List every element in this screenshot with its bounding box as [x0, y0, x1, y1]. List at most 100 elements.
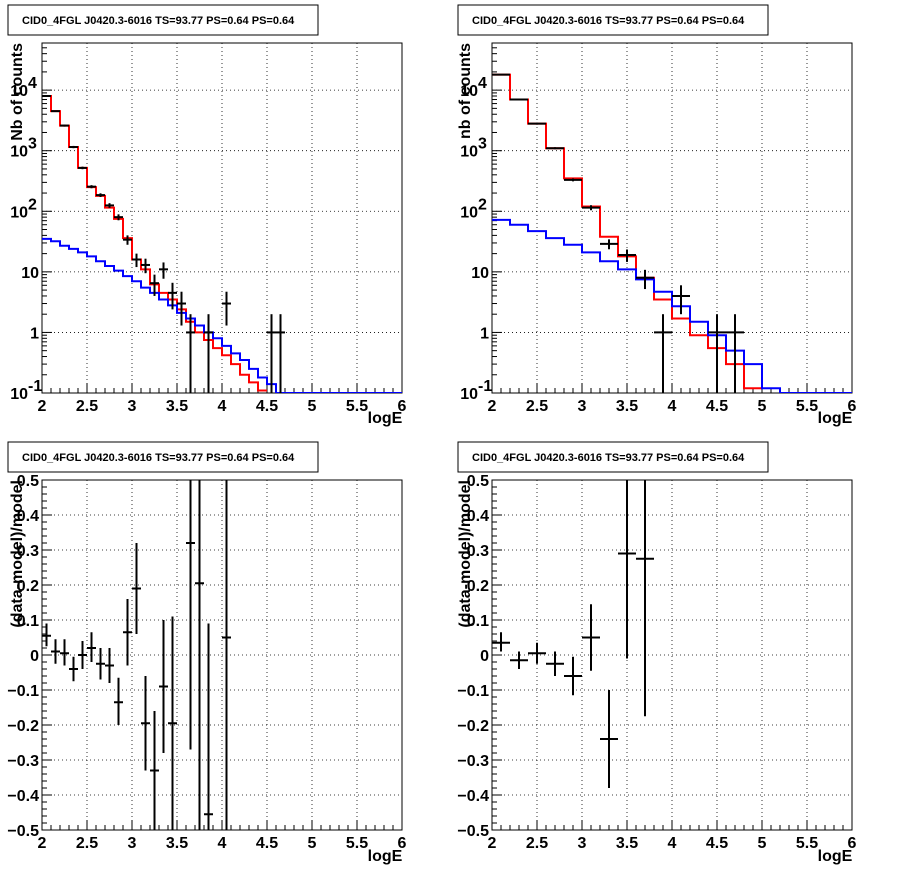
x-tick-label: 4.5	[706, 398, 728, 415]
y-tick-label: 10	[460, 386, 478, 403]
x-tick-label: 4	[668, 398, 677, 415]
data-point	[69, 145, 78, 149]
data-point	[186, 480, 195, 750]
data-point	[87, 185, 96, 189]
data-point	[60, 639, 69, 666]
title-box	[457, 4, 769, 36]
x-tick-label: 3.5	[616, 398, 638, 415]
title-box	[457, 441, 769, 473]
x-tick-label: 4.5	[706, 835, 728, 852]
y-tick-exponent: 4	[28, 75, 37, 92]
chart-title: CID0_4FGL J0420.3-6016 TS=93.77 PS=0.64 …	[22, 15, 295, 27]
y-tick-label: 0	[30, 648, 39, 665]
data-point	[87, 632, 96, 662]
x-axis-label: logE	[368, 410, 403, 427]
y-tick-exponent: 3	[28, 136, 37, 153]
y-tick-label: 1	[30, 325, 39, 342]
data-point	[78, 166, 87, 170]
y-tick-label: −0.4	[457, 788, 489, 805]
x-tick-label: 5	[758, 398, 767, 415]
x-tick-label: 4.5	[256, 835, 278, 852]
y-tick-label: 0.2	[17, 578, 39, 595]
y-tick-label: −0.3	[457, 753, 489, 770]
chart-title: CID0_4FGL J0420.3-6016 TS=93.77 PS=0.64 …	[22, 452, 295, 464]
plot-frame	[491, 42, 853, 394]
data-point	[78, 641, 87, 669]
data-point	[195, 480, 204, 830]
y-tick-label: 10	[10, 144, 28, 161]
y-tick-exponent: -1	[28, 378, 42, 395]
data-point	[141, 676, 150, 771]
x-tick-label: 4	[218, 835, 227, 852]
x-tick-label: 3.5	[166, 398, 188, 415]
y-tick-label: 10	[10, 204, 28, 221]
y-tick-label: −0.5	[457, 823, 489, 840]
x-tick-label: 6	[848, 398, 857, 415]
data-point	[123, 599, 132, 666]
y-tick-label: 10	[10, 83, 28, 100]
x-tick-label: 5	[758, 835, 767, 852]
chart-title: CID0_4FGL J0420.3-6016 TS=93.77 PS=0.64 …	[472, 452, 745, 464]
x-tick-label: 3	[578, 835, 587, 852]
x-axis-label: logE	[818, 410, 853, 427]
x-tick-label: 2.5	[76, 835, 98, 852]
data-point	[654, 314, 672, 393]
x-tick-label: 4.5	[256, 398, 278, 415]
component-model-histogram	[42, 237, 402, 393]
x-tick-label: 5.5	[346, 835, 368, 852]
x-tick-label: 5.5	[796, 398, 818, 415]
y-tick-exponent: 2	[478, 196, 487, 213]
x-tick-label: 3.5	[616, 835, 638, 852]
data-point	[708, 314, 726, 393]
y-tick-label: −0.2	[457, 718, 489, 735]
x-tick-label: 3	[128, 835, 137, 852]
data-point	[222, 480, 231, 830]
data-point	[96, 648, 105, 680]
x-tick-label: 2.5	[526, 398, 548, 415]
data-point	[528, 642, 546, 664]
x-axis-label: logE	[368, 848, 403, 865]
data-point	[267, 314, 276, 393]
data-point	[600, 690, 618, 788]
x-tick-label: 6	[398, 835, 407, 852]
component-model-histogram	[492, 218, 852, 393]
data-point	[546, 651, 564, 676]
x-tick-label: 2	[488, 835, 497, 852]
x-tick-label: 2.5	[76, 398, 98, 415]
y-tick-label: 0.4	[467, 508, 489, 525]
x-tick-label: 6	[398, 398, 407, 415]
y-tick-label: −0.2	[7, 718, 39, 735]
y-tick-exponent: 2	[28, 196, 37, 213]
data-point	[132, 543, 141, 634]
x-tick-label: 2	[38, 835, 47, 852]
plot-data-layer	[42, 95, 402, 393]
y-tick-label: 1	[480, 325, 489, 342]
data-point	[510, 651, 528, 669]
y-axis-label: (data-model)/model	[457, 480, 474, 628]
data-point	[114, 214, 123, 221]
data-point	[42, 623, 51, 647]
x-tick-label: 4	[668, 835, 677, 852]
data-point	[492, 632, 510, 652]
data-point	[141, 258, 150, 274]
data-point	[672, 285, 690, 315]
data-point	[105, 203, 114, 208]
data-point	[114, 677, 123, 725]
data-point	[105, 648, 114, 683]
title-box	[7, 441, 319, 473]
data-point	[564, 656, 582, 696]
x-axis-label: logE	[818, 848, 853, 865]
y-tick-label: 10	[460, 83, 478, 100]
x-tick-label: 5	[308, 835, 317, 852]
data-point	[168, 616, 177, 830]
y-axis-label: Nb of counts	[9, 43, 26, 141]
data-point	[204, 623, 213, 830]
data-point	[96, 193, 105, 198]
data-point	[222, 291, 231, 326]
y-tick-label: −0.1	[457, 683, 489, 700]
y-tick-label: 0.5	[17, 473, 39, 490]
panel-residuals-right: 2 2.5 3 3.5 4 4.5 5 5.5 6 −0.5 −0.4 −0.3 −0.2 −0.1 0 0.…	[457, 441, 857, 865]
plot-data-layer	[492, 73, 852, 393]
